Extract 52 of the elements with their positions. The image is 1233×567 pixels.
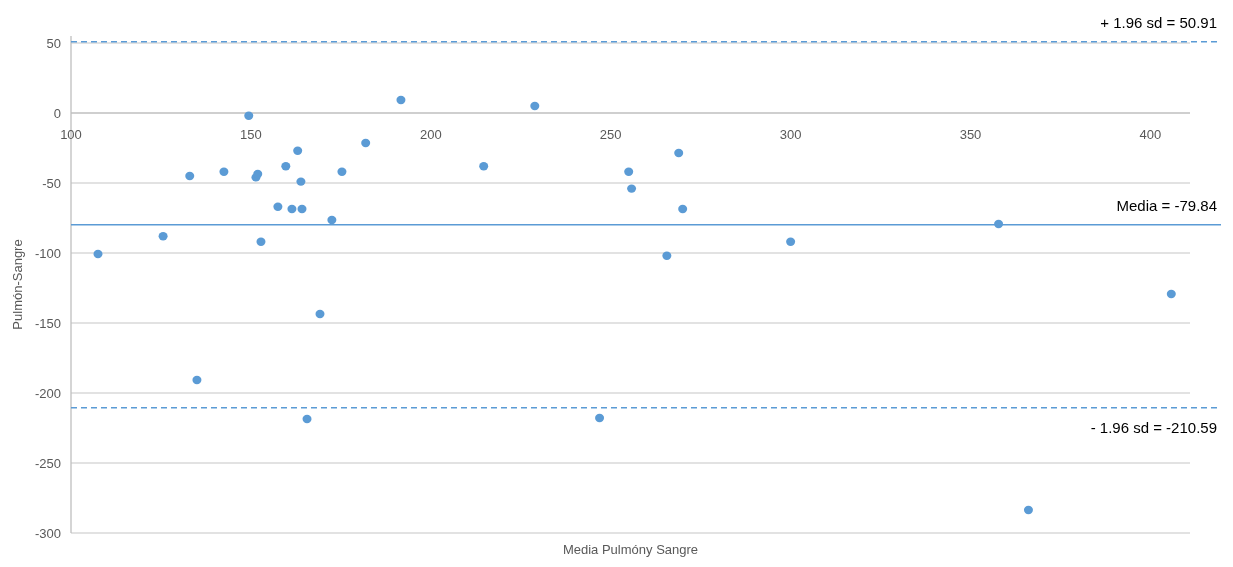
point [595, 413, 605, 423]
x-tick-label: 100 [60, 127, 82, 142]
x-axis-title: Media Pulmóny Sangre [562, 542, 699, 557]
point [185, 171, 195, 181]
x-tick-label: 250 [599, 127, 622, 142]
point [315, 309, 325, 319]
y-tick-label: 50 [46, 35, 61, 51]
y-tick-label: -300 [34, 525, 61, 541]
y-tick-label: -200 [34, 385, 61, 401]
point [273, 202, 283, 211]
point [361, 138, 371, 148]
y-tick-label: -100 [34, 245, 61, 261]
point [158, 232, 168, 241]
point [678, 204, 688, 214]
point [287, 204, 297, 214]
ref-line-label: + 1.96 sd = 50.91 [1100, 13, 1217, 31]
point [293, 146, 303, 155]
ref-line-label: - 1.96 sd = -210.59 [1090, 418, 1217, 436]
point [302, 414, 312, 424]
y-tick-label: 0 [53, 105, 61, 121]
point [786, 237, 796, 246]
x-tick-label: 400 [1139, 127, 1162, 142]
point [219, 167, 229, 176]
point [396, 95, 406, 105]
x-tick-label: 300 [779, 127, 802, 142]
point [994, 219, 1004, 229]
y-tick-label: -250 [34, 455, 61, 471]
point [627, 184, 637, 193]
ref-line-label: Media = -79.84 [1116, 196, 1217, 214]
y-axis-title: Pulmón-Sangre [10, 239, 25, 330]
point [662, 251, 672, 260]
point [244, 111, 254, 120]
point [327, 215, 337, 225]
x-tick-label: 150 [240, 127, 262, 142]
point [1166, 289, 1176, 299]
y-tick-label: -150 [34, 315, 61, 331]
point [253, 169, 263, 179]
point [1023, 505, 1033, 515]
point [530, 101, 540, 111]
point [337, 167, 347, 176]
point [192, 375, 202, 385]
point [281, 162, 291, 171]
x-tick-label: 200 [419, 127, 442, 142]
point [296, 177, 306, 186]
y-tick-label: -50 [42, 175, 61, 191]
point [479, 162, 489, 171]
point [297, 204, 307, 214]
point [256, 237, 266, 246]
point [93, 249, 103, 259]
point [674, 148, 684, 158]
x-tick-label: 350 [959, 127, 982, 142]
point [624, 167, 634, 176]
